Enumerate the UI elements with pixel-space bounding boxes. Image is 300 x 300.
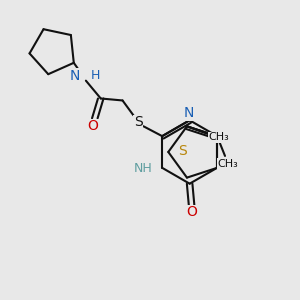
Text: NH: NH: [134, 162, 152, 175]
Text: S: S: [134, 115, 143, 129]
Text: H: H: [91, 69, 100, 82]
Text: S: S: [178, 144, 187, 158]
Text: O: O: [87, 119, 98, 133]
Text: O: O: [186, 206, 197, 219]
Text: N: N: [184, 106, 194, 120]
Text: N: N: [70, 69, 80, 83]
Text: CH₃: CH₃: [208, 132, 229, 142]
Text: CH₃: CH₃: [218, 159, 239, 169]
